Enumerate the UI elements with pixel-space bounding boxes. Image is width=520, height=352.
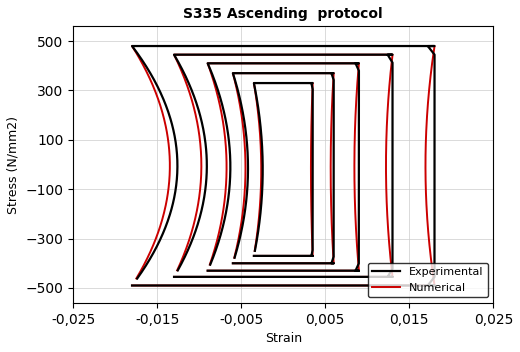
Y-axis label: Stress (N/mm2): Stress (N/mm2)	[7, 115, 20, 214]
Legend: Experimental, Numerical: Experimental, Numerical	[368, 263, 488, 297]
Title: S335 Ascending  protocol: S335 Ascending protocol	[184, 7, 383, 21]
X-axis label: Strain: Strain	[265, 332, 302, 345]
